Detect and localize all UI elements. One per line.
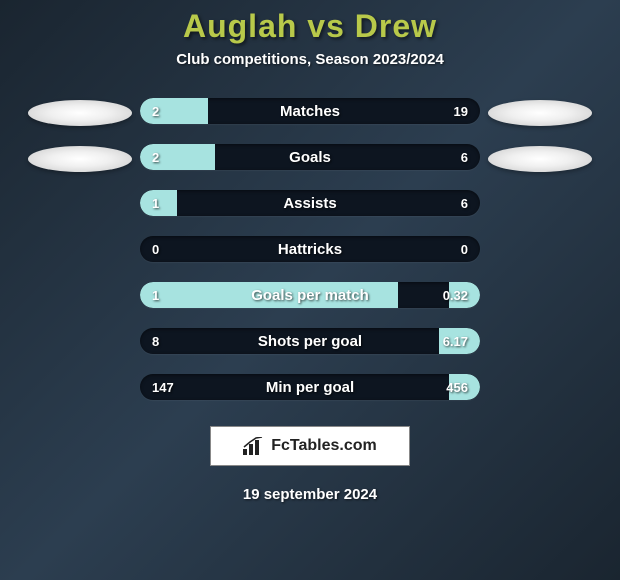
stat-row: 147456Min per goal [140,374,480,400]
chart-icon [243,437,265,455]
stat-label: Goals [140,144,480,170]
player-left-badge-2 [28,146,132,172]
stat-label: Assists [140,190,480,216]
page-subtitle: Club competitions, Season 2023/2024 [176,51,444,68]
player-right-badge-2 [488,146,592,172]
stat-label: Hattricks [140,236,480,262]
stat-row: 219Matches [140,98,480,124]
footer-date: 19 september 2024 [243,486,377,503]
footer-logo: FcTables.com [210,426,410,466]
stat-label: Matches [140,98,480,124]
stat-label: Min per goal [140,374,480,400]
player-right-column [480,98,600,172]
stat-label: Goals per match [140,282,480,308]
page-title: Auglah vs Drew [183,8,437,45]
player-right-badge-1 [488,100,592,126]
stats-column: 219Matches 26Goals 16Assists 00Hattricks 10.… [140,98,480,400]
stat-row: 10.32Goals per match [140,282,480,308]
stat-row: 86.17Shots per goal [140,328,480,354]
player-left-column [20,98,140,172]
comparison-area: 219Matches 26Goals 16Assists 00Hattricks 10.… [0,98,620,400]
footer-logo-text: FcTables.com [271,437,377,455]
stat-label: Shots per goal [140,328,480,354]
stat-row: 16Assists [140,190,480,216]
stat-row: 26Goals [140,144,480,170]
stat-row: 00Hattricks [140,236,480,262]
player-left-badge-1 [28,100,132,126]
comparison-card: Auglah vs Drew Club competitions, Season… [0,0,620,580]
